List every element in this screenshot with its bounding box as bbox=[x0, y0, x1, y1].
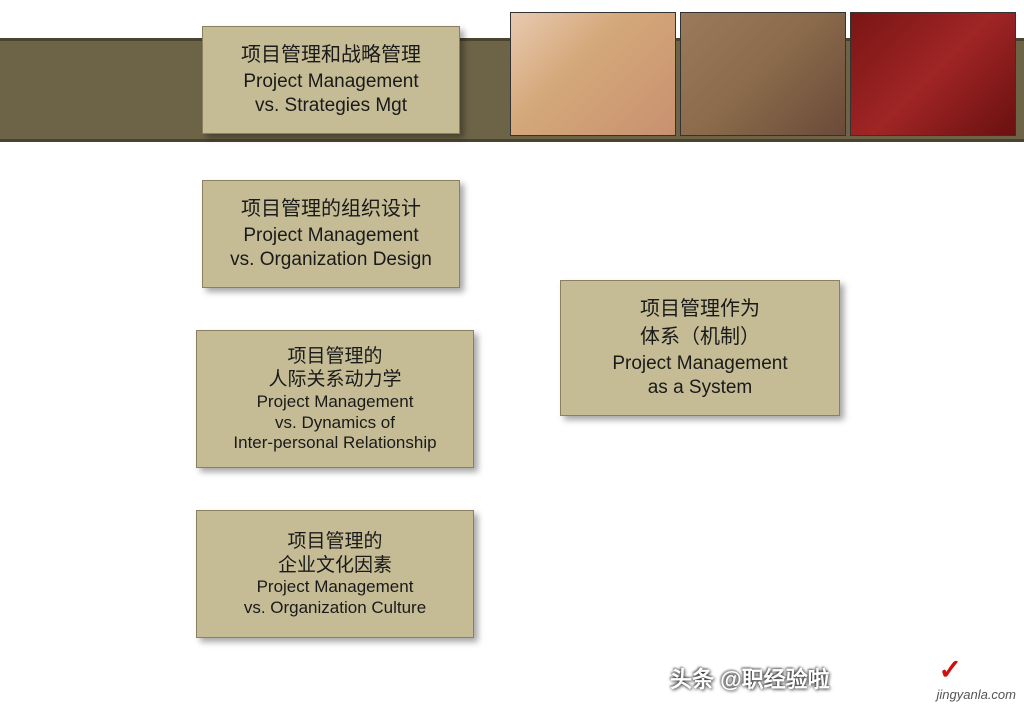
watermark-attribution: 头条 @职经验啦 bbox=[670, 662, 830, 694]
box-en-text: as a System bbox=[648, 376, 753, 400]
box-organization-design: 项目管理的组织设计 Project Management vs. Organiz… bbox=[202, 180, 460, 288]
box-en-text: vs. Organization Culture bbox=[244, 598, 426, 618]
box-zh-text: 项目管理的 bbox=[287, 345, 382, 369]
box-zh-text: 体系（机制） bbox=[640, 324, 760, 350]
box-en-text: Project Management bbox=[243, 224, 418, 248]
box-en-text: vs. Strategies Mgt bbox=[255, 94, 407, 118]
box-zh-text: 项目管理和战略管理 bbox=[241, 42, 421, 68]
header-image-strip bbox=[510, 12, 1016, 136]
box-zh-text: 项目管理作为 bbox=[640, 296, 760, 322]
header-image-1 bbox=[510, 12, 676, 136]
check-mark-icon: ✓ bbox=[939, 653, 962, 686]
box-system: 项目管理作为 体系（机制） Project Management as a Sy… bbox=[560, 280, 840, 416]
box-strategies: 项目管理和战略管理 Project Management vs. Strateg… bbox=[202, 26, 460, 134]
box-zh-text: 人际关系动力学 bbox=[268, 368, 401, 392]
box-zh-text: 企业文化因素 bbox=[278, 554, 392, 578]
header-image-2 bbox=[680, 12, 846, 136]
header-image-3 bbox=[850, 12, 1016, 136]
box-en-text: vs. Dynamics of bbox=[275, 413, 395, 433]
box-interpersonal: 项目管理的 人际关系动力学 Project Management vs. Dyn… bbox=[196, 330, 474, 468]
box-en-text: Project Management bbox=[612, 352, 787, 376]
box-en-text: Project Management bbox=[243, 70, 418, 94]
box-zh-text: 项目管理的 bbox=[287, 530, 382, 554]
watermark-url: jingyanla.com bbox=[937, 687, 1017, 702]
box-org-culture: 项目管理的 企业文化因素 Project Management vs. Orga… bbox=[196, 510, 474, 638]
box-en-text: Project Management bbox=[257, 392, 414, 412]
box-zh-text: 项目管理的组织设计 bbox=[241, 196, 421, 222]
box-en-text: Project Management bbox=[257, 577, 414, 597]
box-en-text: Inter-personal Relationship bbox=[233, 433, 436, 453]
box-en-text: vs. Organization Design bbox=[230, 248, 432, 272]
